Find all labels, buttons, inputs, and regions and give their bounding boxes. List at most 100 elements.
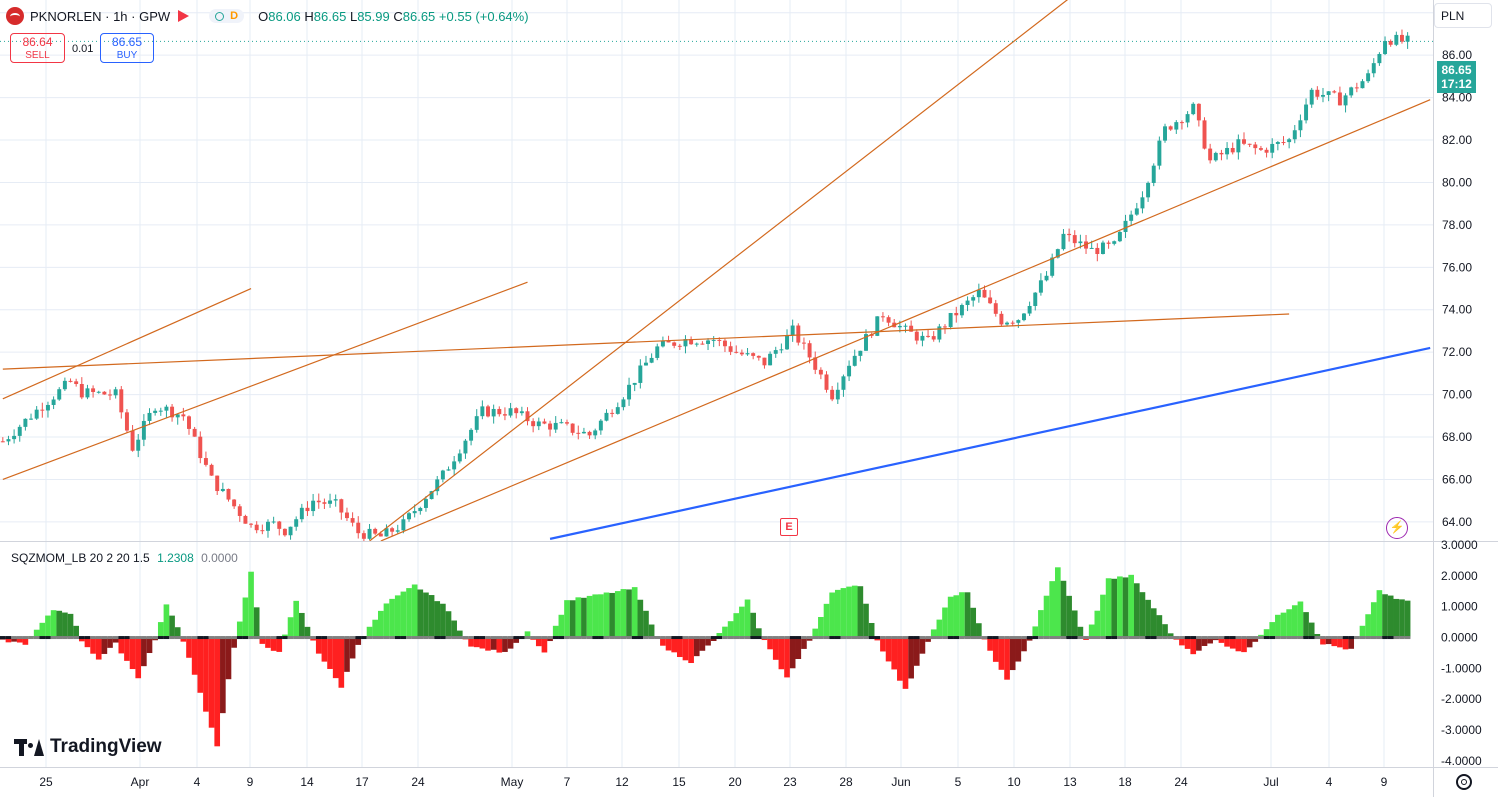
candle-body xyxy=(198,436,203,459)
squeeze-dot xyxy=(1291,636,1298,640)
momentum-bar xyxy=(112,637,119,643)
change-value: +0.55 (+0.64%) xyxy=(438,8,529,24)
squeeze-dot xyxy=(338,636,345,640)
blue-trend-line[interactable] xyxy=(549,346,1431,540)
candle-body xyxy=(1292,130,1297,140)
candle-body xyxy=(328,500,333,504)
buy-button[interactable]: 86.65 BUY xyxy=(100,33,154,63)
squeeze-dot xyxy=(1393,636,1400,640)
momentum-bar xyxy=(479,637,486,649)
squeeze-dot xyxy=(925,636,931,640)
momentum-bar xyxy=(1387,595,1394,638)
momentum-bar xyxy=(440,603,446,638)
momentum-bar xyxy=(485,637,491,651)
momentum-bar xyxy=(423,592,429,638)
squeeze-dot xyxy=(1365,636,1371,640)
time-axis-label: 24 xyxy=(1174,775,1188,789)
candle-body xyxy=(423,499,428,508)
momentum-bar xyxy=(22,637,29,645)
squeeze-dot xyxy=(33,636,40,640)
squeeze-dot xyxy=(722,636,728,640)
market-status-pill[interactable]: D xyxy=(209,9,245,23)
candle-body xyxy=(689,339,694,345)
momentum-bar xyxy=(169,615,175,638)
candle-body xyxy=(700,343,705,345)
momentum-bar xyxy=(987,637,993,651)
candle-body xyxy=(627,384,632,400)
candle-body xyxy=(779,349,784,351)
momentum-bar xyxy=(637,599,644,638)
symbol-title[interactable]: PKNORLEN · 1h · GPW xyxy=(30,8,171,24)
momentum-bar xyxy=(383,603,390,638)
lightning-icon[interactable]: ⚡ xyxy=(1386,517,1408,539)
trend-line[interactable] xyxy=(2,313,1290,370)
squeeze-dot xyxy=(530,636,536,640)
bar-countdown: 17:12 xyxy=(1441,77,1472,91)
candle-body xyxy=(1219,152,1224,155)
earnings-event-icon[interactable]: E xyxy=(780,518,798,536)
squeeze-dot xyxy=(129,636,136,640)
candle-body xyxy=(277,521,282,529)
tradingview-logo-icon xyxy=(14,738,44,756)
squeeze-dot xyxy=(1387,636,1394,640)
flag-icon[interactable] xyxy=(178,10,190,22)
last-price-tag: 86.65 17:12 xyxy=(1437,61,1476,93)
candle-body xyxy=(187,416,191,429)
squeeze-dot xyxy=(389,636,395,640)
squeeze-dot xyxy=(112,636,119,640)
squeeze-dot xyxy=(485,636,491,640)
squeeze-dot xyxy=(818,636,824,640)
squeeze-dot xyxy=(1280,636,1287,640)
momentum-bar xyxy=(880,637,886,652)
squeeze-dot xyxy=(1060,636,1067,640)
trend-line[interactable] xyxy=(2,281,528,481)
candle-body xyxy=(1027,305,1032,314)
candle-body xyxy=(745,353,750,355)
momentum-bar xyxy=(620,589,627,638)
sell-button[interactable]: 86.64 SELL xyxy=(10,33,65,63)
candle-body xyxy=(1179,122,1184,124)
pknorlen-logo-icon xyxy=(6,7,24,25)
squeeze-dot xyxy=(908,636,914,640)
momentum-bar xyxy=(95,637,102,660)
candle-body xyxy=(1157,140,1162,166)
momentum-bar xyxy=(124,637,130,661)
squeeze-dot xyxy=(1173,636,1180,640)
trend-line[interactable] xyxy=(380,99,1431,541)
candle-body xyxy=(954,312,959,316)
candle-body xyxy=(91,388,96,392)
momentum-bar xyxy=(1009,637,1016,671)
momentum-bar xyxy=(722,626,728,638)
squeeze-dot xyxy=(992,636,999,640)
squeeze-dot xyxy=(654,636,661,640)
squeeze-dot xyxy=(1224,636,1230,640)
squeeze-dot xyxy=(265,636,271,640)
candle-body xyxy=(728,346,733,352)
candle-body xyxy=(926,335,931,337)
candle-body xyxy=(615,407,620,414)
momentum-bar xyxy=(902,637,909,689)
candle-body xyxy=(119,389,124,413)
momentum-bar xyxy=(552,625,559,638)
squeeze-dot xyxy=(739,636,745,640)
candles-layer xyxy=(0,0,1431,541)
candle-body xyxy=(886,317,891,323)
indicator-legend[interactable]: SQZMOM_LB 20 2 20 1.5 1.2308 0.0000 xyxy=(11,551,238,565)
trend-line[interactable] xyxy=(2,287,252,400)
momentum-bar xyxy=(936,619,943,638)
squeeze-dot xyxy=(1354,636,1360,640)
momentum-bar xyxy=(203,637,209,712)
candle-body xyxy=(1315,89,1320,97)
candle-body xyxy=(1343,95,1348,106)
squeeze-dot xyxy=(891,636,898,640)
trend-line[interactable] xyxy=(369,0,1092,541)
squeeze-dot xyxy=(327,636,333,640)
currency-selector[interactable]: PLN xyxy=(1434,3,1492,28)
settings-gear-icon[interactable] xyxy=(1456,774,1472,790)
candle-body xyxy=(378,533,383,537)
momentum-bar xyxy=(1393,598,1400,638)
squeeze-dot xyxy=(846,636,852,640)
indicator-value-1: 1.2308 xyxy=(157,551,194,565)
squeeze-dot xyxy=(62,636,68,640)
